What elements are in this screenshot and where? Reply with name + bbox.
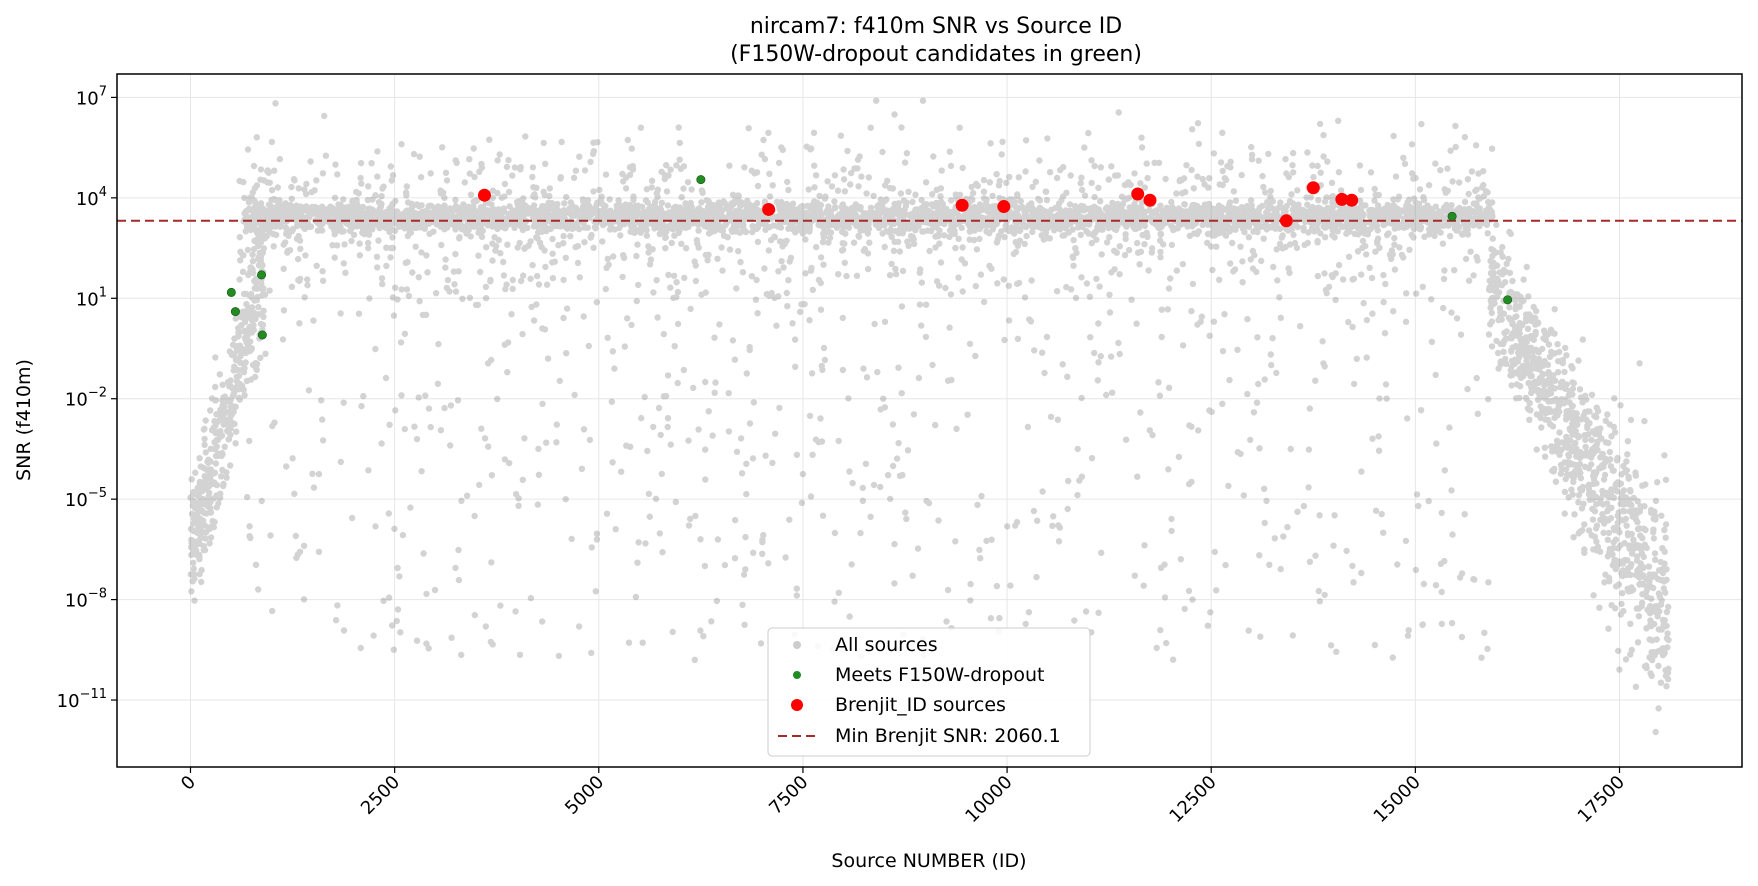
brenjit-point [955,198,969,212]
f150w-dropout-point [696,175,706,185]
y-tick-label: 10−11 [57,687,107,712]
x-tick-label: 2500 [357,772,404,819]
x-axis-label: Source NUMBER (ID) [831,850,1026,872]
f150w-dropout-point [1447,211,1457,221]
brenjit-point [1306,181,1320,195]
legend-marker-brenjit [791,699,803,711]
y-tick-label: 101 [76,285,107,310]
all-sources-points [187,97,1672,736]
x-tick-label: 17500 [1574,772,1629,827]
plot-frame [116,73,1743,768]
y-tick-label: 107 [76,84,107,109]
chart-title: nircam7: f410m SNR vs Source ID [750,14,1122,39]
legend-label-min-snr: Min Brenjit SNR: 2060.1 [835,725,1061,747]
x-tick-label: 0 [177,772,200,795]
brenjit-point [1345,193,1359,207]
f150w-dropout-point [257,330,267,340]
y-tick-label: 104 [76,185,107,210]
f150w-dropout-point [1503,295,1513,305]
legend-label-all-sources: All sources [835,634,938,656]
brenjit-point [762,202,776,216]
y-axis-label: SNR (f410m) [13,359,35,481]
y-tick-label: 10−8 [65,587,107,612]
legend: All sources Meets F150W-dropout Brenjit_… [767,627,1091,757]
x-tick-label: 10000 [961,772,1016,827]
y-axis-ticks: 10−11 10−8 10−5 10−2 101 104 107 [57,84,117,712]
all-sources-series [187,97,1672,736]
y-tick-label: 10−2 [65,386,107,411]
chart-subtitle: (F150W-dropout candidates in green) [730,42,1142,67]
brenjit-series [477,181,1359,228]
brenjit-point [1131,187,1145,201]
x-tick-label: 5000 [561,772,608,819]
legend-label-brenjit: Brenjit_ID sources [835,694,1006,716]
legend-label-f150w-dropout: Meets F150W-dropout [835,664,1044,686]
brenjit-point [1279,214,1293,228]
brenjit-point [477,188,491,202]
x-tick-label: 7500 [765,772,812,819]
legend-marker-all-sources [793,641,801,649]
x-tick-label: 15000 [1370,772,1425,827]
brenjit-point [1143,193,1157,207]
f150w-dropout-point [230,307,240,317]
grid [117,74,1742,767]
brenjit-point [1335,192,1349,206]
f150w-dropout-point [257,270,267,280]
legend-marker-f150w-dropout [793,671,801,679]
y-tick-label: 10−5 [65,486,107,511]
legend-box [767,627,1091,757]
x-tick-label: 12500 [1165,772,1220,827]
x-axis-ticks: 0 2500 5000 7500 10000 12500 15000 17500 [177,767,1629,827]
f150w-dropout-series [226,175,1513,340]
f150w-dropout-point [226,287,236,297]
brenjit-point [997,200,1011,214]
